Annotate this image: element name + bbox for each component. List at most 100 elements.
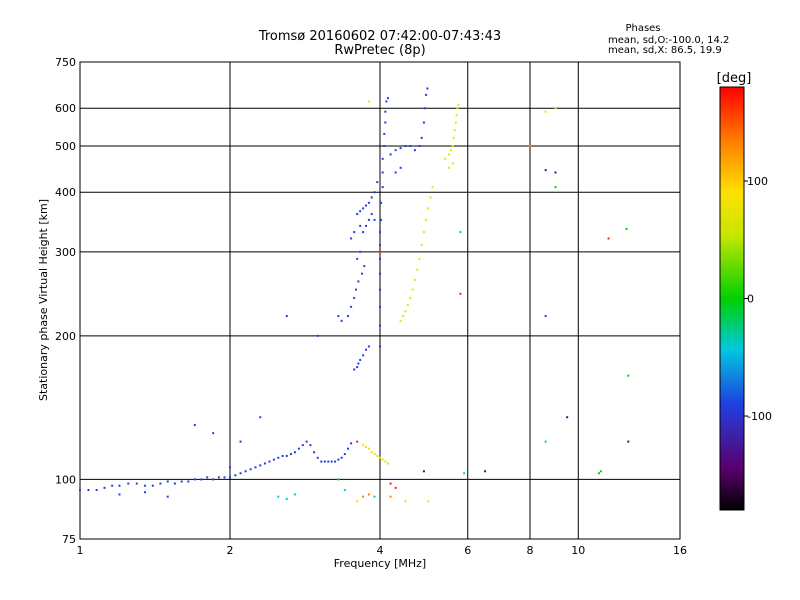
data-point — [431, 186, 434, 189]
data-point — [79, 489, 81, 492]
data-point — [379, 257, 381, 260]
data-point — [379, 324, 381, 327]
data-point — [447, 166, 450, 169]
data-point — [413, 149, 416, 152]
data-point — [406, 304, 409, 307]
data-point — [427, 500, 430, 503]
data-point — [95, 489, 98, 492]
data-point — [413, 278, 416, 281]
data-point — [381, 186, 384, 189]
data-point — [239, 472, 242, 475]
data-point — [362, 207, 365, 210]
data-point — [409, 144, 412, 147]
data-point — [229, 476, 231, 479]
data-point — [263, 462, 266, 465]
axis-ticks: 1 2 4 6 8 10 16 75 100 200 300 400 500 600 750 — [55, 56, 687, 557]
data-point — [343, 453, 346, 456]
data-point — [379, 231, 381, 234]
data-point — [362, 495, 365, 498]
y-tick-label: 75 — [62, 533, 76, 546]
data-point — [350, 442, 353, 445]
data-point — [359, 358, 362, 361]
x-tick-label: 2 — [227, 544, 234, 557]
data-point — [425, 93, 428, 96]
data-point — [277, 456, 280, 459]
data-point — [418, 257, 421, 260]
data-point — [399, 319, 402, 322]
data-point — [206, 476, 209, 479]
data-point — [293, 493, 296, 496]
data-point — [111, 484, 114, 487]
data-point — [597, 472, 600, 475]
data-point — [456, 107, 459, 110]
data-point — [289, 453, 292, 456]
data-point — [309, 444, 312, 447]
data-point — [370, 196, 373, 199]
data-point — [394, 171, 397, 174]
data-point — [404, 500, 407, 503]
data-point — [285, 454, 288, 457]
data-point — [429, 196, 432, 199]
data-point — [159, 482, 162, 485]
data-point — [357, 280, 360, 283]
y-axis-label: Stationary phase Virtual Height [km] — [37, 199, 50, 401]
data-point — [143, 484, 146, 487]
data-point — [362, 354, 365, 357]
data-point — [422, 231, 425, 234]
data-point — [281, 454, 284, 457]
data-point — [402, 315, 405, 318]
data-point — [277, 495, 280, 498]
data-point — [343, 489, 346, 492]
data-point — [599, 470, 602, 473]
data-point — [239, 440, 242, 443]
x-tick-label: 8 — [527, 544, 534, 557]
colorbar-tick-label: 100 — [747, 175, 768, 188]
data-point — [350, 237, 353, 240]
data-point — [359, 210, 362, 213]
data-point — [143, 491, 146, 494]
y-tick-label: 200 — [55, 330, 76, 343]
data-point — [212, 432, 215, 435]
data-point — [285, 315, 288, 318]
data-point — [370, 213, 373, 216]
data-point — [316, 456, 319, 459]
y-tick-label: 750 — [55, 56, 76, 69]
data-point — [359, 224, 362, 227]
colorbar — [719, 86, 745, 511]
data-point — [285, 497, 288, 500]
data-point — [367, 201, 370, 204]
data-point — [356, 366, 359, 369]
x-tick-label: 4 — [377, 544, 384, 557]
data-point — [394, 149, 397, 152]
x-tick-label: 16 — [673, 544, 687, 557]
data-point — [420, 244, 423, 247]
data-point — [151, 484, 154, 487]
y-tick-label: 600 — [55, 102, 76, 115]
data-point — [362, 231, 365, 234]
data-point — [193, 424, 196, 427]
data-point — [404, 144, 407, 147]
data-point — [193, 478, 196, 481]
data-point — [381, 458, 384, 461]
data-point — [386, 462, 389, 465]
data-point — [627, 440, 630, 443]
data-point — [384, 460, 387, 463]
colorbar-tick-label: 0 — [747, 293, 754, 306]
data-point — [350, 305, 353, 308]
data-point — [416, 268, 419, 271]
data-point — [379, 272, 381, 275]
data-point — [367, 218, 370, 221]
data-point — [386, 97, 389, 100]
y-tick-label: 100 — [55, 473, 76, 486]
data-point — [420, 136, 423, 139]
data-point — [367, 100, 370, 103]
data-point — [363, 265, 366, 268]
x-tick-label: 10 — [571, 544, 585, 557]
data-point — [379, 305, 381, 308]
data-point — [297, 447, 300, 450]
data-point — [365, 224, 368, 227]
data-point — [180, 480, 183, 483]
colorbar-label: [deg] — [717, 71, 752, 86]
data-point — [399, 166, 402, 169]
